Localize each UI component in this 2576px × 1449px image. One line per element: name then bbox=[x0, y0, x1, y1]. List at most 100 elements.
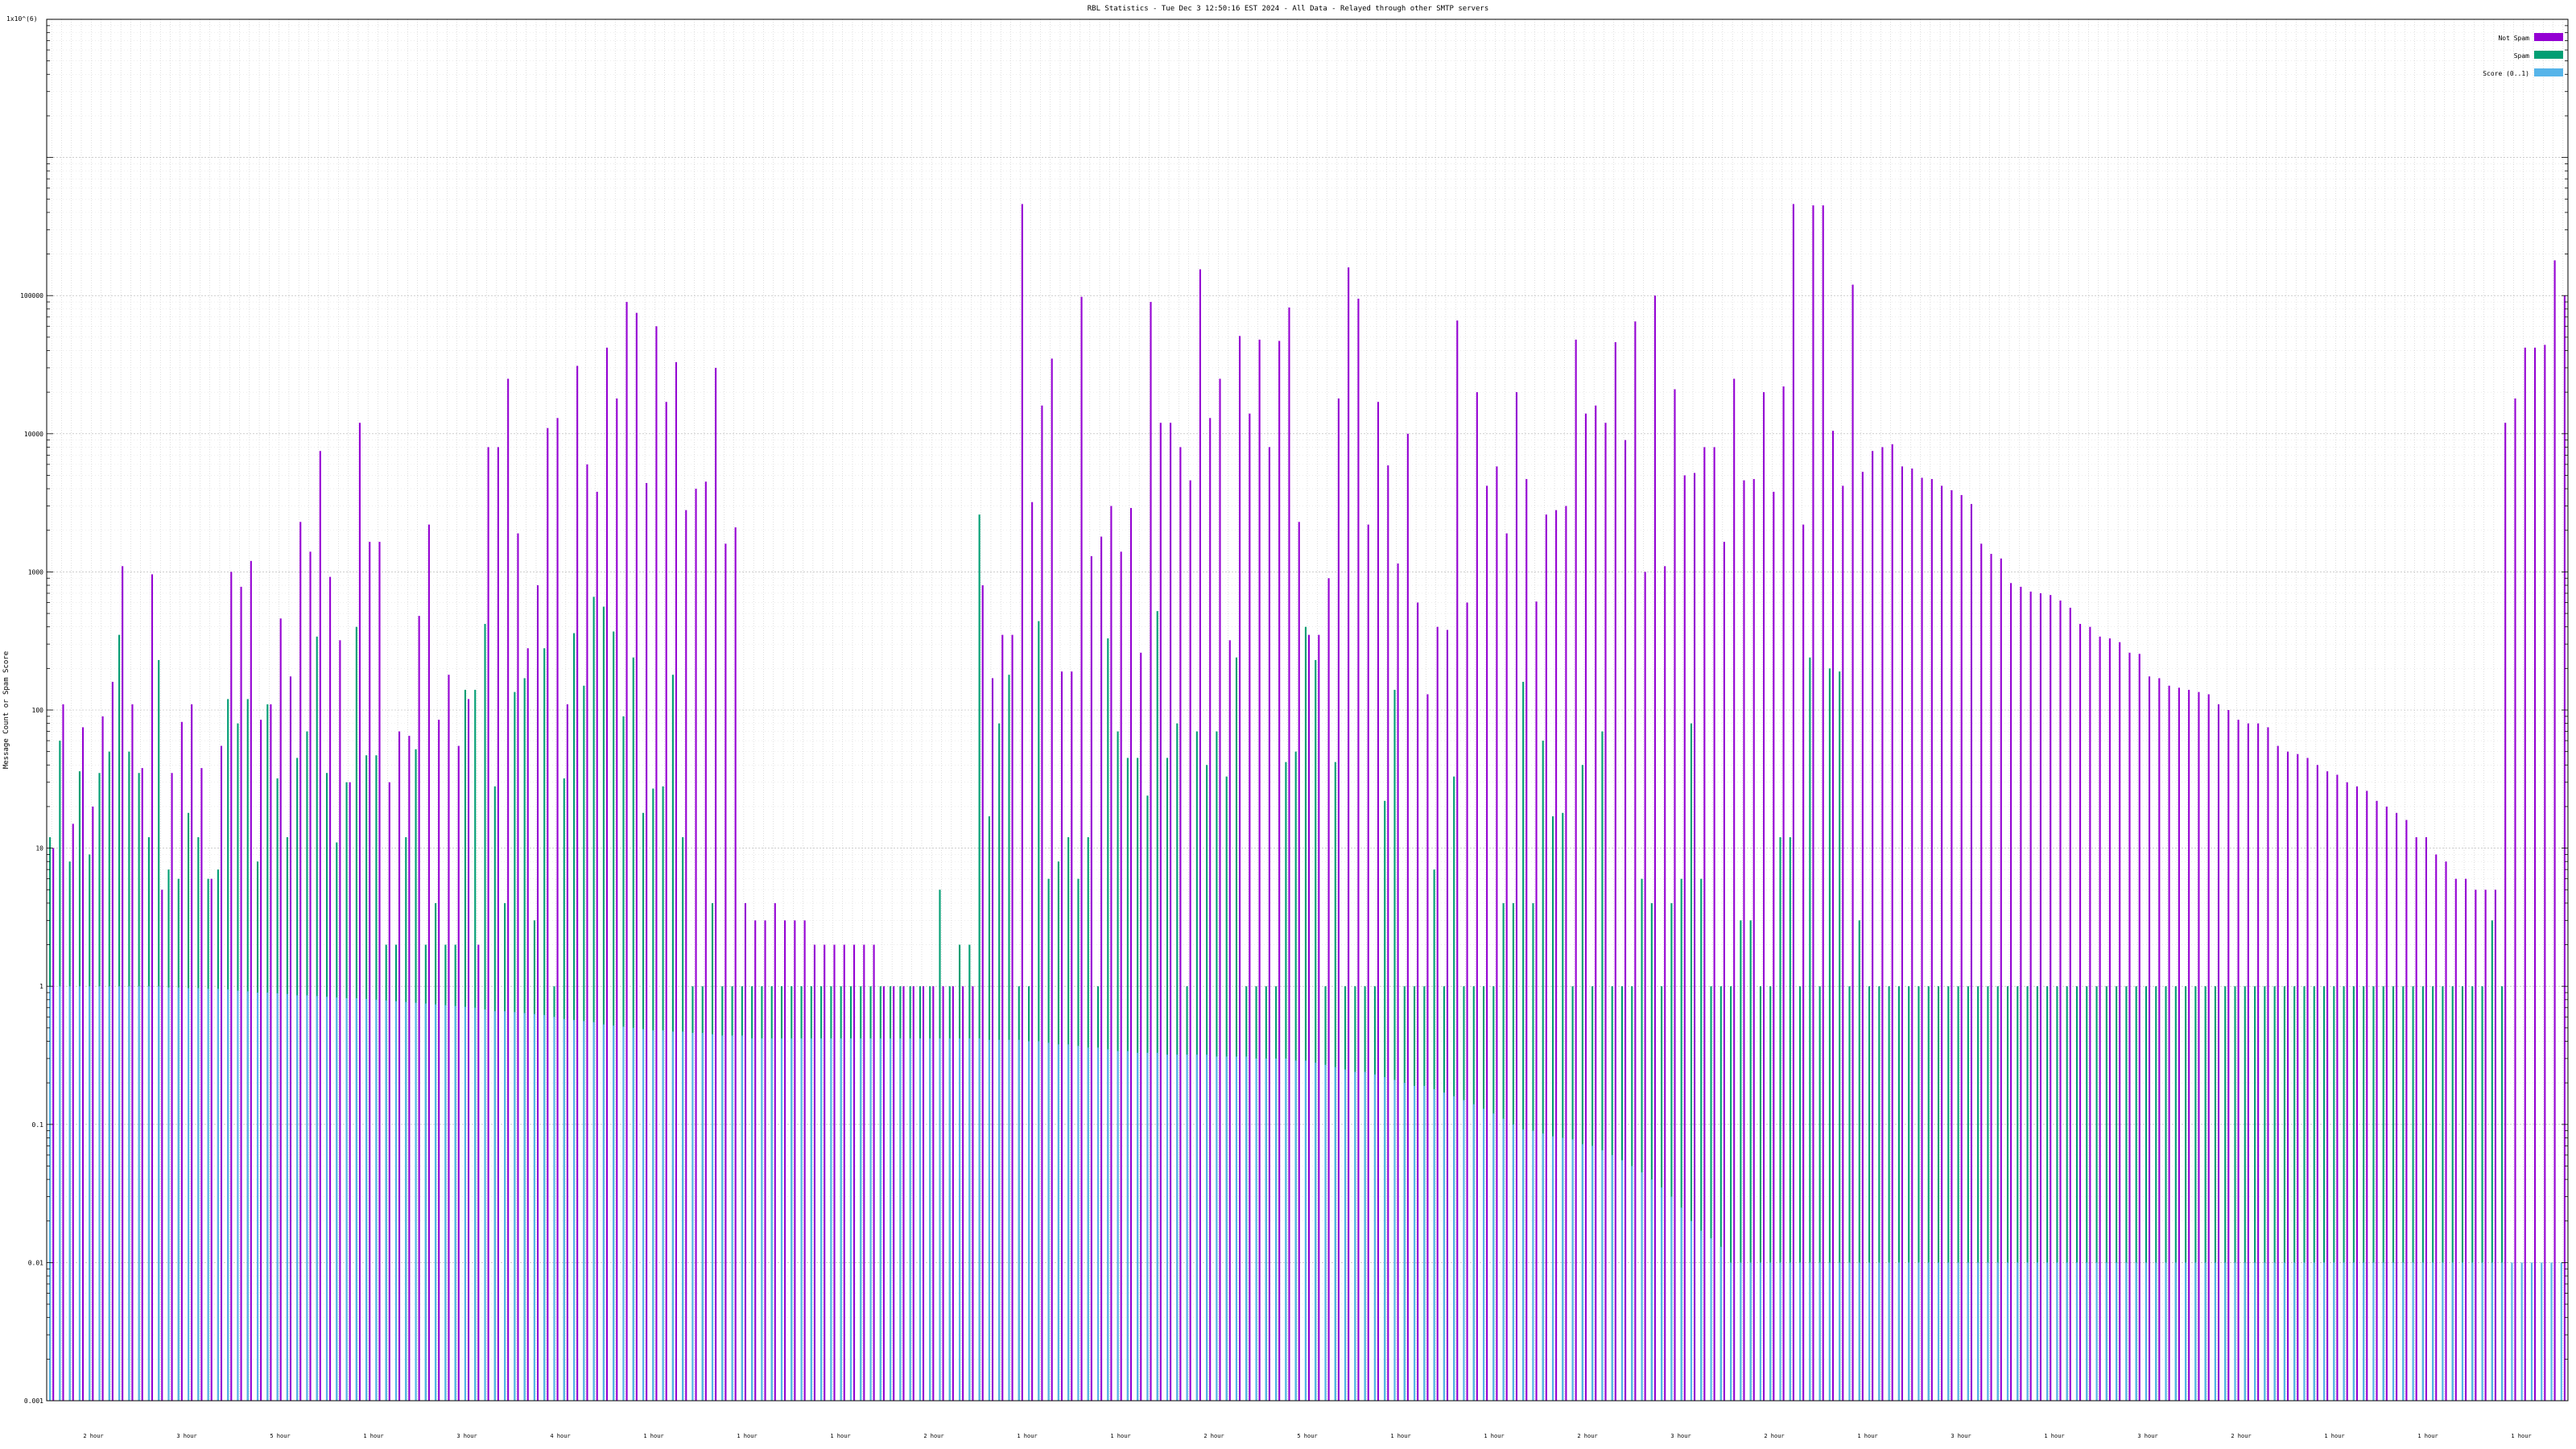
bar-spam bbox=[1304, 626, 1307, 1401]
bar-score-0-1 bbox=[1443, 1092, 1445, 1401]
bar-score-0-1 bbox=[2421, 1262, 2424, 1401]
bar-not-spam bbox=[744, 902, 746, 1401]
bar-score-0-1 bbox=[1809, 1262, 1811, 1401]
bar-not-spam bbox=[92, 806, 94, 1401]
bar-score-0-1 bbox=[1868, 1262, 1871, 1401]
bar-score-0-1 bbox=[2501, 1262, 2504, 1401]
bar-not-spam bbox=[487, 447, 489, 1402]
bar-score-0-1 bbox=[1749, 1262, 1752, 1401]
bar-not-spam bbox=[1515, 392, 1518, 1401]
bar-score-0-1 bbox=[1779, 1262, 1781, 1401]
bar-score-0-1 bbox=[1334, 1067, 1336, 1401]
bar-spam bbox=[2105, 986, 2107, 1401]
bar-score-0-1 bbox=[820, 1038, 823, 1401]
bar-spam bbox=[1759, 986, 1761, 1401]
bar-not-spam bbox=[1653, 295, 1656, 1402]
bar-spam bbox=[2471, 986, 2474, 1401]
y-axis-title: Message Count or Spam Score bbox=[2, 651, 10, 769]
bar-score-0-1 bbox=[514, 1012, 516, 1401]
bar-score-0-1 bbox=[1146, 1052, 1149, 1401]
bar-not-spam bbox=[715, 367, 717, 1401]
y-tick-label: 10 bbox=[35, 845, 43, 852]
bar-score-0-1 bbox=[1047, 1042, 1050, 1401]
bar-score-0-1 bbox=[622, 1026, 625, 1401]
x-axis-label: 3 hour bbox=[456, 1433, 477, 1439]
bar-score-0-1 bbox=[1176, 1055, 1179, 1401]
bar-score-0-1 bbox=[1344, 1069, 1347, 1401]
bar-marks bbox=[49, 204, 2566, 1402]
bar-not-spam bbox=[1436, 626, 1439, 1401]
bar-not-spam bbox=[250, 560, 252, 1401]
bar-not-spam bbox=[1743, 480, 1745, 1401]
bar-not-spam bbox=[1406, 433, 1409, 1401]
bar-spam bbox=[1156, 611, 1158, 1401]
y-tick-label: 10000 bbox=[24, 431, 43, 438]
bar-not-spam bbox=[646, 482, 648, 1401]
bar-score-0-1 bbox=[592, 1022, 595, 1401]
bar-score-0-1 bbox=[2174, 1262, 2177, 1401]
bar-not-spam bbox=[1486, 485, 1488, 1401]
bar-score-0-1 bbox=[553, 1017, 555, 1401]
bar-not-spam bbox=[2514, 398, 2516, 1401]
bar-not-spam bbox=[240, 586, 242, 1401]
bar-score-0-1 bbox=[217, 989, 219, 1401]
bar-not-spam bbox=[2306, 758, 2309, 1401]
bar-spam bbox=[2372, 986, 2375, 1401]
bar-spam bbox=[1897, 986, 1900, 1401]
bar-not-spam bbox=[1881, 447, 1884, 1402]
bar-score-0-1 bbox=[1848, 1262, 1851, 1401]
bar-not-spam bbox=[1752, 479, 1755, 1401]
bar-not-spam bbox=[1960, 494, 1963, 1401]
bar-score-0-1 bbox=[276, 993, 279, 1401]
x-axis-label: 2 hour bbox=[923, 1433, 943, 1439]
bar-not-spam bbox=[1505, 533, 1508, 1401]
bar-not-spam bbox=[1891, 444, 1893, 1401]
bar-score-0-1 bbox=[1077, 1046, 1080, 1401]
bar-spam bbox=[2214, 986, 2216, 1401]
bar-not-spam bbox=[1001, 634, 1004, 1401]
bar-score-0-1 bbox=[2481, 1262, 2483, 1401]
bar-score-0-1 bbox=[1472, 1104, 1475, 1401]
bar-not-spam bbox=[81, 727, 85, 1401]
bar-score-0-1 bbox=[2125, 1262, 2128, 1401]
bar-spam bbox=[2352, 986, 2355, 1401]
x-axis-label: 1 hour bbox=[2511, 1433, 2531, 1439]
bar-spam bbox=[1809, 657, 1811, 1401]
bar-score-0-1 bbox=[1927, 1262, 1930, 1401]
bar-not-spam bbox=[1110, 506, 1113, 1401]
bar-score-0-1 bbox=[573, 1020, 576, 1401]
bar-not-spam bbox=[952, 986, 954, 1401]
bar-score-0-1 bbox=[256, 993, 259, 1401]
x-axis-label: 5 hour bbox=[1297, 1433, 1317, 1439]
bar-score-0-1 bbox=[1641, 1172, 1643, 1401]
bar-not-spam bbox=[2108, 638, 2111, 1401]
bar-spam bbox=[1581, 765, 1583, 1401]
bar-not-spam bbox=[2257, 723, 2260, 1401]
x-axis-label: 5 hour bbox=[270, 1433, 290, 1439]
bar-spam bbox=[1719, 986, 1722, 1401]
bar-score-0-1 bbox=[988, 1039, 990, 1401]
bar-not-spam bbox=[101, 716, 104, 1401]
x-axis-label: 1 hour bbox=[1390, 1433, 1410, 1439]
bar-spam bbox=[1700, 878, 1703, 1401]
bar-score-0-1 bbox=[1532, 1130, 1534, 1401]
bar-not-spam bbox=[824, 944, 826, 1401]
bar-not-spam bbox=[1476, 392, 1478, 1401]
bar-not-spam bbox=[2346, 782, 2348, 1401]
bar-score-0-1 bbox=[306, 995, 308, 1401]
bar-score-0-1 bbox=[948, 1038, 951, 1401]
bar-spam bbox=[613, 631, 615, 1401]
bar-not-spam bbox=[526, 648, 529, 1401]
bar-not-spam bbox=[1584, 413, 1587, 1402]
bar-not-spam bbox=[1723, 542, 1725, 1401]
bar-score-0-1 bbox=[296, 995, 299, 1401]
bar-not-spam bbox=[1773, 491, 1775, 1401]
bar-score-0-1 bbox=[1700, 1230, 1703, 1401]
bar-not-spam bbox=[1466, 602, 1468, 1401]
bar-score-0-1 bbox=[325, 997, 328, 1401]
bar-not-spam bbox=[1852, 284, 1854, 1401]
bar-not-spam bbox=[457, 745, 460, 1401]
bar-score-0-1 bbox=[1096, 1047, 1100, 1401]
bar-spam bbox=[2036, 986, 2038, 1401]
bar-not-spam bbox=[2237, 720, 2240, 1401]
